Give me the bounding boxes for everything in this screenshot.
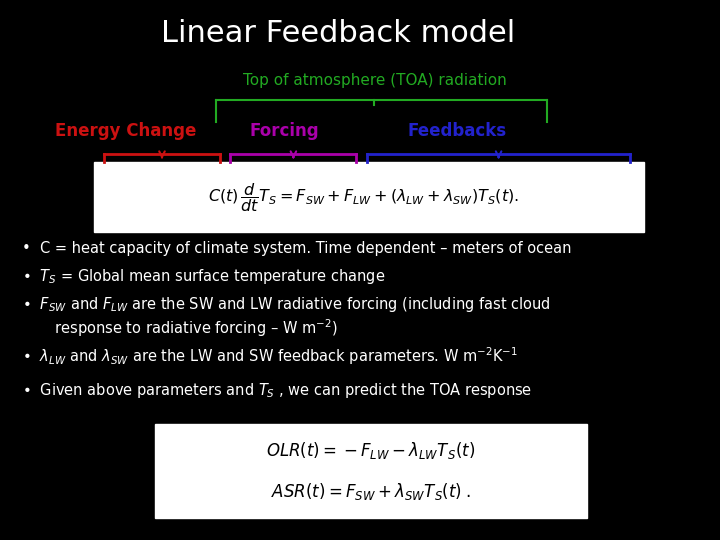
Text: Energy Change: Energy Change: [55, 122, 197, 139]
FancyBboxPatch shape: [155, 424, 587, 518]
Text: •  $\lambda_{LW}$ and $\lambda_{SW}$ are the LW and SW feedback parameters. W m$: • $\lambda_{LW}$ and $\lambda_{SW}$ are …: [22, 346, 518, 367]
Text: Feedbacks: Feedbacks: [408, 122, 507, 139]
Text: Linear Feedback model: Linear Feedback model: [161, 19, 516, 48]
FancyBboxPatch shape: [94, 162, 644, 232]
Text: Forcing: Forcing: [250, 122, 319, 139]
Text: $OLR(t) = -F_{LW} - \lambda_{LW}T_S(t)$: $OLR(t) = -F_{LW} - \lambda_{LW}T_S(t)$: [266, 441, 475, 461]
Text: •  $F_{SW}$ and $F_{LW}$ are the SW and LW radiative forcing (including fast clo: • $F_{SW}$ and $F_{LW}$ are the SW and L…: [22, 295, 550, 314]
Text: response to radiative forcing – W m$^{-2}$): response to radiative forcing – W m$^{-2…: [22, 318, 337, 339]
Text: •  $T_S$ = Global mean surface temperature change: • $T_S$ = Global mean surface temperatur…: [22, 267, 385, 286]
Text: •  C = heat capacity of climate system. Time dependent – meters of ocean: • C = heat capacity of climate system. T…: [22, 241, 571, 256]
Text: Top of atmosphere (TOA) radiation: Top of atmosphere (TOA) radiation: [243, 73, 506, 88]
Text: •  Given above parameters and $T_S$ , we can predict the TOA response: • Given above parameters and $T_S$ , we …: [22, 381, 532, 401]
Text: $ASR(t) = F_{SW} + \lambda_{SW}T_S(t)\;.$: $ASR(t) = F_{SW} + \lambda_{SW}T_S(t)\;.…: [271, 481, 471, 502]
Text: $C(t)\,\dfrac{d}{dt}T_S = F_{SW} + F_{LW} + (\lambda_{LW} + \lambda_{SW})T_S(t).: $C(t)\,\dfrac{d}{dt}T_S = F_{SW} + F_{LW…: [208, 180, 519, 214]
